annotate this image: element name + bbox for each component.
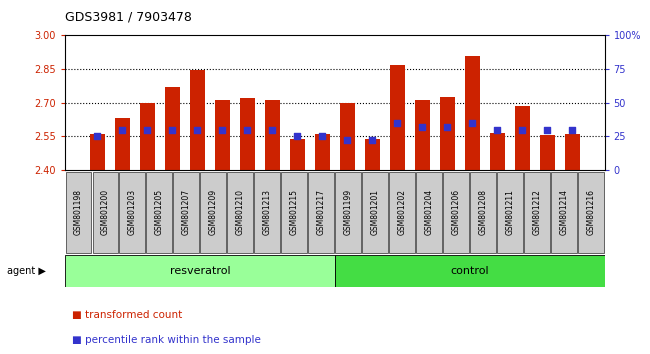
Point — [467, 120, 478, 126]
Text: GSM801204: GSM801204 — [424, 189, 434, 235]
Bar — [66, 172, 92, 253]
Text: GSM801213: GSM801213 — [263, 189, 272, 235]
Text: GSM801210: GSM801210 — [236, 189, 245, 235]
Text: GSM801214: GSM801214 — [560, 189, 569, 235]
Bar — [565, 134, 580, 170]
Bar — [114, 118, 129, 170]
Point — [442, 124, 452, 130]
Bar — [440, 97, 455, 170]
Text: control: control — [450, 266, 489, 276]
Point — [342, 137, 352, 143]
Bar — [365, 138, 380, 170]
Point — [142, 127, 152, 132]
Bar — [389, 172, 415, 253]
Text: GSM801215: GSM801215 — [290, 189, 299, 235]
Text: GSM801209: GSM801209 — [209, 189, 218, 235]
Bar — [416, 172, 442, 253]
Text: GSM801217: GSM801217 — [317, 189, 326, 235]
Text: GSM801200: GSM801200 — [101, 189, 110, 235]
Bar — [335, 255, 604, 287]
Point — [392, 120, 402, 126]
Point — [217, 127, 228, 132]
Text: agent ▶: agent ▶ — [6, 266, 46, 276]
Bar — [443, 172, 469, 253]
Bar — [551, 172, 577, 253]
Point — [242, 127, 252, 132]
Point — [92, 133, 102, 139]
Text: GSM801202: GSM801202 — [398, 189, 407, 235]
Bar — [254, 172, 280, 253]
Bar — [120, 172, 146, 253]
Text: GSM801207: GSM801207 — [182, 189, 191, 235]
Bar — [490, 133, 505, 170]
Point — [367, 137, 378, 143]
Bar — [200, 172, 226, 253]
Point — [267, 127, 278, 132]
Bar — [240, 98, 255, 170]
Text: GSM801211: GSM801211 — [506, 189, 515, 235]
Text: GSM801198: GSM801198 — [74, 189, 83, 235]
Point — [292, 133, 302, 139]
Bar — [265, 101, 279, 170]
Bar — [340, 103, 355, 170]
Bar — [465, 56, 480, 170]
Bar — [335, 172, 361, 253]
Bar — [390, 64, 405, 170]
Bar — [227, 172, 254, 253]
Text: GSM801216: GSM801216 — [586, 189, 595, 235]
Point — [542, 127, 552, 132]
Bar — [190, 70, 205, 170]
Bar — [214, 101, 229, 170]
Bar — [281, 172, 307, 253]
Bar — [65, 255, 335, 287]
Text: ■ transformed count: ■ transformed count — [72, 310, 182, 320]
Bar — [362, 172, 388, 253]
Bar — [90, 134, 105, 170]
Bar — [92, 172, 118, 253]
Point — [417, 124, 428, 130]
Point — [567, 127, 578, 132]
Bar — [497, 172, 523, 253]
Bar — [515, 106, 530, 170]
Bar — [308, 172, 334, 253]
Text: GSM801199: GSM801199 — [344, 189, 353, 235]
Point — [167, 127, 177, 132]
Bar — [578, 172, 604, 253]
Bar — [540, 135, 555, 170]
Text: resveratrol: resveratrol — [170, 266, 230, 276]
Bar — [315, 134, 330, 170]
Bar — [290, 138, 305, 170]
Bar — [140, 103, 155, 170]
Point — [492, 127, 502, 132]
Point — [517, 127, 528, 132]
Bar — [470, 172, 496, 253]
Bar — [415, 101, 430, 170]
Text: GSM801205: GSM801205 — [155, 189, 164, 235]
Text: GSM801206: GSM801206 — [452, 189, 461, 235]
Text: GSM801201: GSM801201 — [370, 189, 380, 235]
Bar — [164, 87, 179, 170]
Bar — [174, 172, 200, 253]
Point — [317, 133, 328, 139]
Bar — [146, 172, 172, 253]
Point — [192, 127, 202, 132]
Text: GSM801208: GSM801208 — [478, 189, 488, 235]
Text: ■ percentile rank within the sample: ■ percentile rank within the sample — [72, 335, 261, 345]
Bar — [524, 172, 550, 253]
Text: GDS3981 / 7903478: GDS3981 / 7903478 — [65, 11, 192, 24]
Text: GSM801212: GSM801212 — [532, 189, 541, 235]
Text: GSM801203: GSM801203 — [128, 189, 137, 235]
Point — [117, 127, 127, 132]
